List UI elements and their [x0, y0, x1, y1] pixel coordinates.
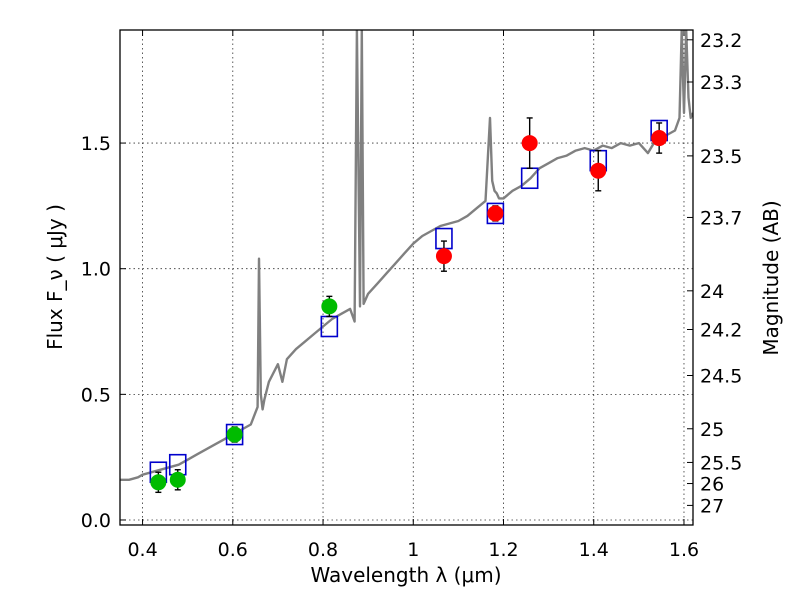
mag-tick-label: 26 — [700, 474, 724, 496]
data-layer — [120, 30, 693, 494]
spectrum-line — [120, 30, 693, 481]
mag-tick-label: 23.7 — [700, 207, 742, 229]
tick-layer: 0.4 0.6 0.8 1 1.2 1.4 1.6 0.0 0.5 1.0 1.5 23.2 23.3 2… — [81, 30, 743, 561]
x-tick-label: 1.4 — [579, 539, 609, 561]
mag-tick-label: 23.5 — [700, 146, 742, 168]
x-tick-label: 0.8 — [308, 539, 338, 561]
y-tick-label: 0.5 — [81, 384, 111, 406]
x-tick-label: 0.6 — [218, 539, 248, 561]
x-tick-label: 1.6 — [669, 539, 699, 561]
x-tick-label: 1.2 — [488, 539, 518, 561]
observed-point — [150, 474, 167, 491]
mag-tick-label: 23.2 — [700, 30, 742, 52]
plot-frame — [119, 29, 694, 526]
observed-point — [435, 248, 452, 265]
observed-point — [169, 471, 186, 488]
x-tick-label: 0.4 — [127, 539, 157, 561]
observed-point — [521, 135, 538, 152]
x-tick-label: 1 — [407, 539, 419, 561]
x-axis-label: Wavelength λ (μm) — [310, 563, 501, 587]
y-axis-label: Flux F_ν ( μJy ) — [43, 204, 67, 350]
observed-point — [590, 162, 607, 179]
y-tick-label: 1.0 — [81, 259, 111, 281]
mag-tick-label: 25 — [700, 419, 724, 441]
mag-tick-label: 23.3 — [700, 72, 742, 94]
mag-tick-label: 24.2 — [700, 320, 742, 342]
observed-point — [651, 130, 668, 147]
observed-point — [321, 298, 338, 315]
mag-tick-label: 25.5 — [700, 452, 742, 474]
mag-tick-label: 27 — [700, 495, 724, 517]
observed-point — [226, 426, 243, 443]
mag-tick-label: 24 — [700, 281, 724, 303]
y-tick-label: 0.0 — [81, 510, 111, 532]
y-tick-label: 1.5 — [81, 133, 111, 155]
observed-point — [487, 205, 504, 222]
mag-tick-label: 24.5 — [700, 365, 742, 387]
right-axis-label: Magnitude (AB) — [759, 200, 783, 355]
